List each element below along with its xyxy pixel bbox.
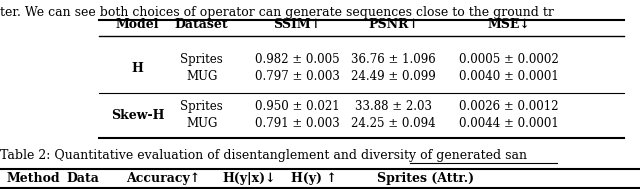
Text: 0.0040 ± 0.0001: 0.0040 ± 0.0001 [459,70,559,83]
Text: Data: Data [67,172,100,185]
Text: Sprites: Sprites [180,53,223,66]
Text: H(y) ↑: H(y) ↑ [291,172,337,185]
Text: MSE↓: MSE↓ [488,18,530,31]
Text: H: H [132,62,143,74]
Text: 0.0026 ± 0.0012: 0.0026 ± 0.0012 [459,100,559,113]
Text: Model: Model [116,18,159,31]
Text: Sprites (Attr.): Sprites (Attr.) [377,172,474,185]
Text: Sprites: Sprites [180,100,223,113]
Text: 24.25 ± 0.094: 24.25 ± 0.094 [351,117,436,130]
Text: Accuracy↑: Accuracy↑ [126,172,200,185]
Text: 0.797 ± 0.003: 0.797 ± 0.003 [255,70,340,83]
Text: 0.0005 ± 0.0002: 0.0005 ± 0.0002 [459,53,559,66]
Text: PSNR↑: PSNR↑ [368,18,419,31]
Text: Dataset: Dataset [175,18,228,31]
Text: MUG: MUG [186,70,218,83]
Text: 24.49 ± 0.099: 24.49 ± 0.099 [351,70,436,83]
Text: SSIM↑: SSIM↑ [273,18,322,31]
Text: MUG: MUG [186,117,218,130]
Text: ter. We can see both choices of operator can generate sequences close to the gro: ter. We can see both choices of operator… [0,6,554,19]
Text: 36.76 ± 1.096: 36.76 ± 1.096 [351,53,436,66]
Text: Skew-H: Skew-H [111,109,164,122]
Text: 33.88 ± 2.03: 33.88 ± 2.03 [355,100,432,113]
Text: Method: Method [6,172,60,185]
Text: 0.791 ± 0.003: 0.791 ± 0.003 [255,117,340,130]
Text: 0.950 ± 0.021: 0.950 ± 0.021 [255,100,340,113]
Text: H(y|x)↓: H(y|x)↓ [223,172,276,185]
Text: Table 2: Quantitative evaluation of disentanglement and diversity of generated s: Table 2: Quantitative evaluation of dise… [0,149,527,162]
Text: 0.0044 ± 0.0001: 0.0044 ± 0.0001 [459,117,559,130]
Text: 0.982 ± 0.005: 0.982 ± 0.005 [255,53,340,66]
